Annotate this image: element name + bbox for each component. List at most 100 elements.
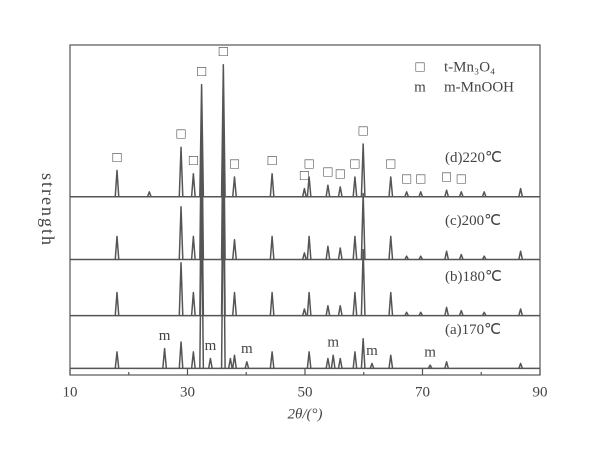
legend-symbol: m [414,79,426,95]
peak [418,191,424,198]
peak [114,169,120,197]
peak-marker: m [366,343,378,359]
peak [360,248,366,316]
series-label: (d)220℃ [445,150,502,166]
peak [369,362,375,369]
peak [458,191,464,198]
peak [388,291,394,316]
peak [146,191,152,198]
peak [444,250,450,260]
peak [269,351,275,369]
peak [244,361,250,369]
peak-marker: □ [300,168,309,184]
legend-label: m-MnOOH [444,79,514,95]
peak [352,235,358,260]
peak-marker: □ [219,44,228,60]
peak [190,235,196,260]
peak [301,187,307,197]
peak [388,176,394,197]
legend-symbol: □ [415,59,424,75]
peak-marker: □ [323,165,332,181]
legend-label: t-Mn₃O₄ [444,59,495,75]
peak [269,235,275,260]
x-tick-label: 50 [298,384,313,400]
peak [404,255,410,260]
peak [481,191,487,198]
peak-marker: □ [336,166,345,182]
peak [114,235,120,260]
peak [178,262,184,316]
peak [337,304,343,316]
peak [444,306,450,316]
peak [199,83,205,197]
peak [178,146,184,197]
peak-marker: m [159,328,171,344]
peak [301,308,307,316]
peak-marker: □ [230,156,239,172]
peak [190,291,196,316]
x-axis-label: 2θ/(°) [287,406,322,422]
peak [518,250,524,260]
y-axis-label: strength [38,173,58,247]
x-tick-label: 30 [180,384,195,400]
peak [301,252,307,260]
peak-marker: □ [177,127,186,143]
peak [190,172,196,197]
peak-marker: □ [305,156,314,172]
peak [306,351,312,369]
peak [325,357,331,369]
peak-marker: □ [386,156,395,172]
x-tick-label: 90 [533,384,548,400]
peak [352,291,358,316]
peak [444,189,450,197]
peak [388,235,394,260]
peak-marker: □ [112,150,121,166]
peak [325,304,331,316]
series-label: (b)180℃ [445,269,502,285]
peak [444,361,450,369]
peak [337,247,343,260]
peak [231,354,238,369]
peak [269,172,275,197]
peak-marker: □ [268,153,277,169]
series-label: (a)170℃ [445,322,501,338]
peak [114,291,120,316]
peak [418,311,424,316]
peak-marker: □ [416,171,425,187]
peak-marker: □ [197,64,206,80]
peak [220,64,226,197]
peak [352,176,358,197]
peak [227,357,233,369]
peak [388,354,394,369]
peak [325,245,331,260]
peak [518,308,524,316]
peak-marker: □ [189,153,198,169]
peak-marker: □ [442,170,451,186]
peak [481,311,487,316]
x-tick-label: 70 [415,384,430,400]
peak [330,354,336,369]
peak [114,351,120,369]
peak [518,362,524,369]
peak-marker: m [205,338,217,354]
peak-marker: □ [457,171,466,187]
peak [231,291,238,316]
peak [207,357,213,369]
peak [178,205,184,260]
peak [360,143,366,197]
peak [458,253,464,260]
peak [325,184,331,197]
peak [231,238,238,260]
peak [404,311,410,316]
peak [178,341,184,369]
peak [306,176,312,197]
peak [404,191,410,198]
peak [306,291,312,316]
peak-marker: m [327,335,339,351]
x-tick-label: 10 [63,384,78,400]
peak [518,187,524,197]
peak [162,347,168,369]
peak-marker: m [241,341,253,357]
peak [269,291,275,316]
